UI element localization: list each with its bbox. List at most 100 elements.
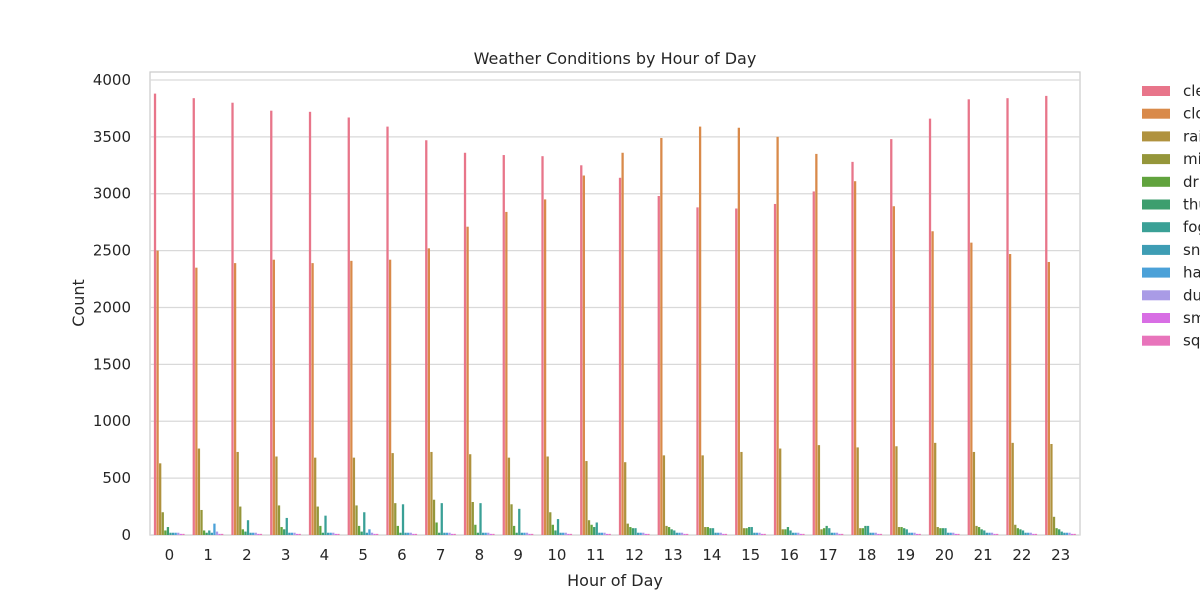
- bar: [946, 532, 950, 535]
- chart-title: Weather Conditions by Hour of Day: [474, 49, 757, 68]
- bar: [414, 533, 418, 535]
- bar: [698, 126, 702, 535]
- bar: [838, 533, 841, 535]
- bar: [171, 532, 175, 535]
- bar: [686, 533, 689, 535]
- bar: [179, 533, 182, 535]
- bar: [872, 532, 875, 535]
- bar: [779, 448, 782, 535]
- bar: [642, 532, 645, 535]
- bar: [272, 259, 275, 535]
- bar: [1016, 528, 1019, 535]
- bar: [177, 532, 180, 535]
- bar: [316, 506, 319, 535]
- bar: [1021, 530, 1025, 535]
- bar: [249, 532, 252, 535]
- x-tick-label: 5: [358, 546, 368, 564]
- legend-swatch: [1142, 267, 1170, 278]
- legend: cle clo rai mi dr thu fog sn ha du sm sq: [1142, 82, 1200, 350]
- legend-label: thu: [1183, 196, 1200, 214]
- x-tick-label: 13: [664, 546, 683, 564]
- x-tick-label: 10: [547, 546, 566, 564]
- x-tick-labels: 0 1 2 3 4 5 6 7 8 9 10 11 12 13 14 15 16 17 18 19 20 21 22 23: [165, 546, 1071, 564]
- bar: [918, 533, 921, 535]
- x-tick-label: 12: [625, 546, 644, 564]
- bar: [512, 525, 516, 535]
- bar: [776, 136, 779, 535]
- bar: [541, 156, 544, 535]
- bar: [166, 527, 170, 535]
- bar: [1055, 528, 1058, 535]
- bar: [1073, 533, 1076, 535]
- bar: [352, 457, 356, 535]
- bar: [993, 533, 996, 535]
- bar: [357, 525, 361, 535]
- bar: [159, 463, 162, 535]
- y-tick-label: 4000: [93, 71, 131, 89]
- bar: [748, 527, 751, 535]
- bar: [489, 533, 492, 535]
- bar: [593, 527, 596, 535]
- bar: [605, 533, 609, 535]
- bar: [928, 118, 932, 535]
- bar: [471, 502, 474, 535]
- bar: [1032, 533, 1035, 535]
- bar: [280, 527, 283, 535]
- bar: [742, 528, 746, 535]
- bar: [347, 117, 350, 535]
- bar: [791, 532, 795, 535]
- bar: [463, 152, 467, 535]
- bar: [590, 524, 593, 535]
- bar: [257, 533, 260, 535]
- bar: [915, 533, 919, 535]
- bar: [469, 454, 472, 535]
- bar: [432, 499, 436, 535]
- bar: [231, 102, 234, 535]
- y-tick-label: 1000: [93, 412, 131, 430]
- y-axis-title: Count: [69, 279, 88, 327]
- bar: [975, 525, 978, 535]
- bar: [970, 242, 973, 535]
- bar: [696, 207, 699, 535]
- bar: [1052, 516, 1056, 535]
- y-tick-label: 1500: [93, 355, 131, 373]
- bar: [388, 259, 392, 535]
- y-tick-labels: 0 500 1000 1500 2000 2500 3000 3500 4000: [93, 71, 131, 544]
- bar: [665, 525, 668, 535]
- bar: [1006, 98, 1009, 536]
- bar: [427, 248, 430, 535]
- bar: [215, 531, 219, 535]
- bar: [239, 506, 242, 535]
- bar: [662, 455, 666, 535]
- bar: [233, 263, 237, 535]
- bar: [252, 532, 255, 535]
- bar: [667, 527, 671, 535]
- bar: [567, 533, 570, 535]
- bar: [784, 529, 787, 535]
- bar: [634, 528, 637, 535]
- bar: [314, 457, 317, 535]
- bar: [479, 503, 482, 535]
- bar: [833, 532, 836, 535]
- bar: [326, 532, 330, 535]
- bar: [502, 155, 505, 535]
- bar: [934, 442, 937, 535]
- bar: [241, 529, 244, 535]
- bar: [275, 456, 278, 535]
- bar: [861, 528, 864, 535]
- bar: [288, 532, 291, 535]
- bar: [528, 533, 531, 535]
- bar: [386, 126, 389, 535]
- bar: [644, 533, 647, 535]
- x-tick-label: 0: [165, 546, 175, 564]
- legend-swatch: [1142, 335, 1170, 346]
- plot-background: [149, 71, 1081, 536]
- bar: [869, 532, 872, 535]
- bar: [874, 532, 877, 535]
- bar: [195, 267, 198, 535]
- bar: [797, 532, 800, 535]
- bar: [647, 533, 650, 535]
- x-tick-label: 16: [780, 546, 799, 564]
- x-tick-label: 9: [513, 546, 523, 564]
- bar: [285, 517, 288, 535]
